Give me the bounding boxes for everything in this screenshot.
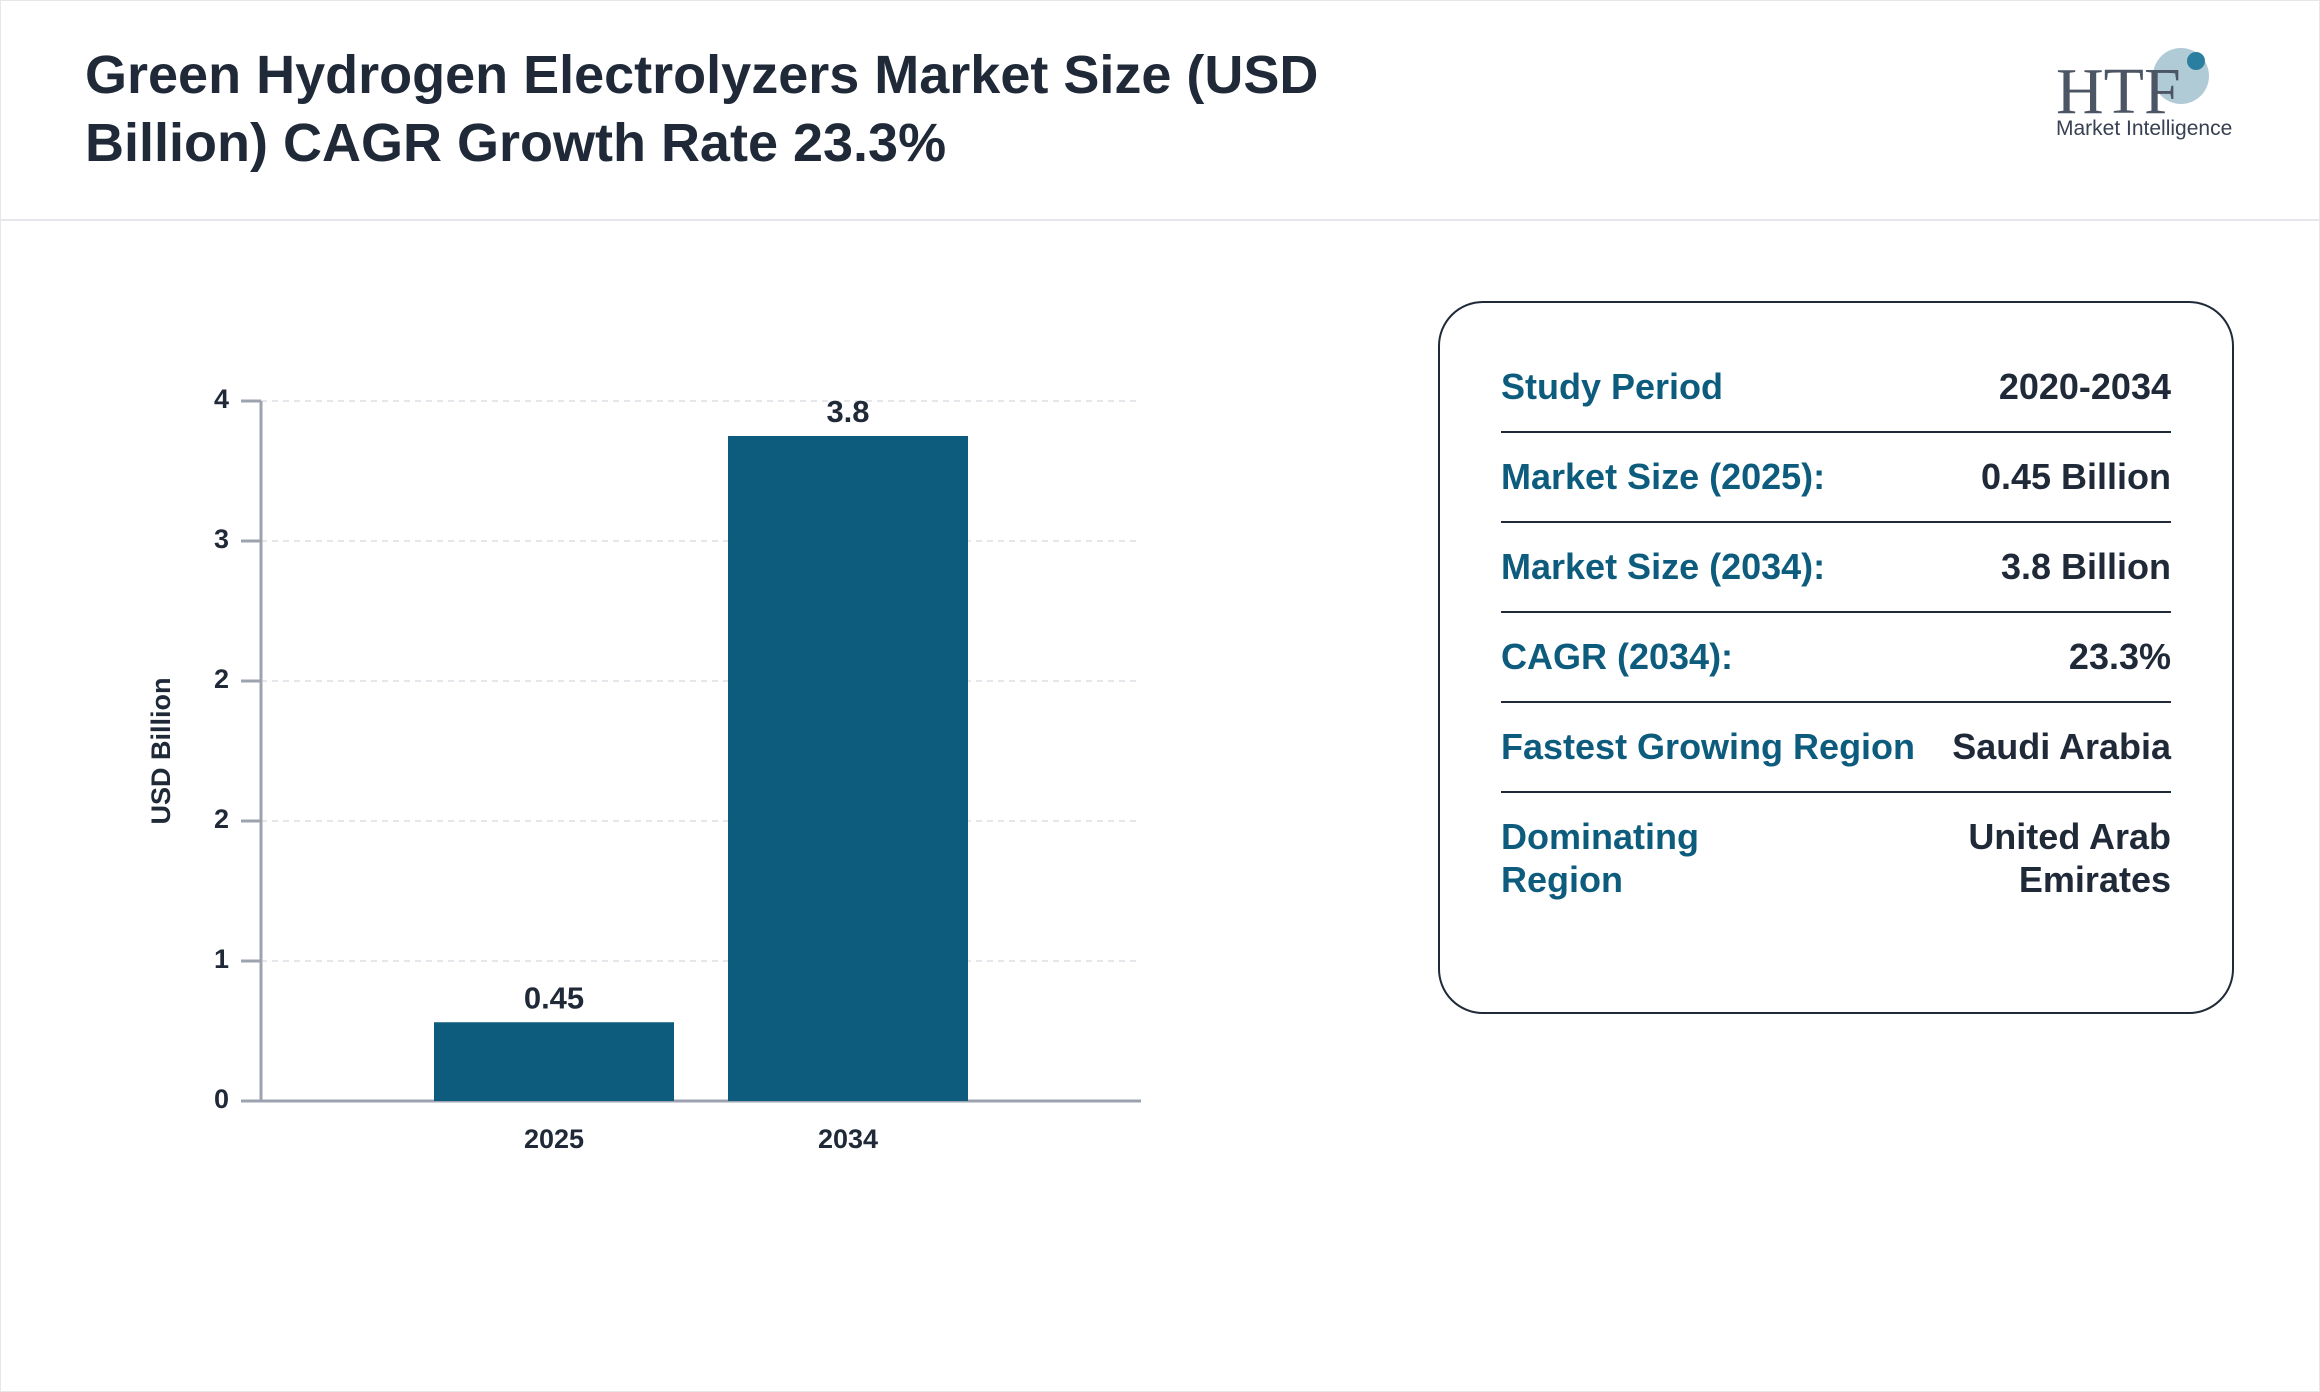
info-row: Dominating Region United Arab Emirates — [1501, 793, 2171, 924]
info-label: CAGR (2034): — [1501, 636, 1734, 677]
info-value: 2020-2034 — [1998, 366, 2171, 407]
info-row: Market Size (2025): 0.45 Billion — [1501, 433, 2171, 523]
x-tick-label: 2034 — [818, 1124, 878, 1154]
info-label: Dominating Region — [1501, 816, 1699, 900]
info-row: Market Size (2034): 3.8 Billion — [1501, 523, 2171, 613]
chart: USD Billion 0 1 2 2 3 4 2025 0.45 2034 3.8 — [146, 384, 1141, 1154]
info-label: Fastest Growing Region — [1501, 726, 1916, 767]
info-value: United Arab Emirates — [1968, 816, 2171, 900]
info-value: 0.45 Billion — [1980, 456, 2171, 497]
logo-name: HTF — [2056, 55, 2181, 128]
y-tick-label: 2 — [214, 664, 229, 694]
info-value: Saudi Arabia — [1952, 726, 2171, 767]
y-tick-label: 2 — [214, 804, 229, 834]
y-tick-label: 3 — [214, 524, 229, 554]
info-value: 23.3% — [2068, 636, 2171, 677]
x-tick-label: 2025 — [524, 1124, 584, 1154]
info-row: CAGR (2034): 23.3% — [1501, 613, 2171, 703]
info-value: 3.8 Billion — [2000, 546, 2171, 587]
header-divider — [1, 219, 2319, 221]
info-label: Market Size (2034): — [1501, 546, 1826, 587]
bar — [434, 1022, 674, 1101]
bar — [728, 436, 968, 1101]
logo: HTF Market Intelligence — [2056, 48, 2232, 140]
logo-mark — [2187, 52, 2205, 70]
value-label: 0.45 — [524, 980, 584, 1015]
info-card: Study Period 2020-2034 Market Size (2025):… — [1438, 301, 2234, 1014]
y-tick-label: 4 — [214, 384, 229, 414]
chart-title: Green Hydrogen Electrolyzers Market Size… — [85, 45, 1319, 173]
value-label: 3.8 — [826, 394, 869, 429]
y-tick-label: 0 — [214, 1084, 229, 1114]
info-row: Study Period 2020-2034 — [1501, 343, 2171, 433]
y-axis-title: USD Billion — [146, 678, 176, 825]
info-row: Fastest Growing Region Saudi Arabia — [1501, 703, 2171, 793]
y-tick-label: 1 — [214, 944, 229, 974]
info-label: Study Period — [1501, 366, 1724, 407]
logo-tagline: Market Intelligence — [2056, 117, 2232, 140]
info-label: Market Size (2025): — [1501, 456, 1826, 497]
